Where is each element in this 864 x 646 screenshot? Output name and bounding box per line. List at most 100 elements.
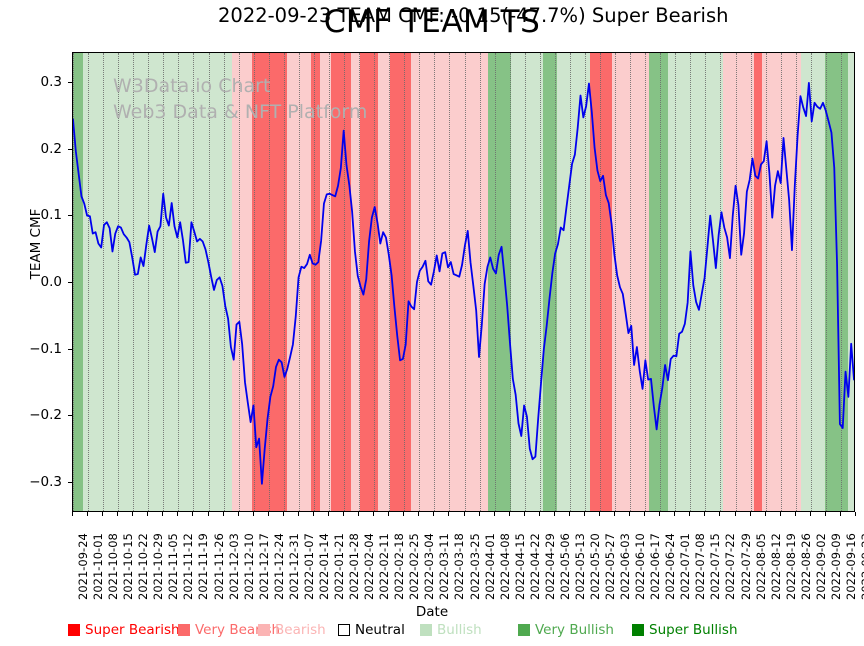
x-tick-label: 2022-06-10 — [633, 533, 648, 600]
x-tick-label: 2022-06-24 — [663, 533, 678, 600]
grid-line — [600, 53, 602, 511]
x-tick-mark — [764, 512, 766, 516]
x-tick-mark — [358, 512, 360, 516]
grid-line — [660, 53, 662, 511]
x-tick-label: 2021-11-12 — [181, 533, 196, 600]
legend-item[interactable]: Bullish — [420, 620, 482, 640]
legend-label: Neutral — [355, 622, 405, 638]
x-tick-label: 2021-10-29 — [151, 533, 166, 600]
x-tick-mark — [644, 512, 646, 516]
x-tick-label: 2022-05-27 — [603, 533, 618, 600]
legend-swatch — [338, 624, 350, 636]
grid-line — [344, 53, 346, 511]
x-tick-mark — [418, 512, 420, 516]
series-polyline — [73, 81, 854, 485]
x-tick-label: 2021-10-15 — [121, 533, 136, 600]
cmf-line-series — [73, 81, 854, 485]
y-tick-mark — [68, 82, 72, 83]
x-tick-label: 2022-07-15 — [708, 533, 723, 600]
grid-line — [374, 53, 376, 511]
grid-line — [615, 53, 617, 511]
plot-area: W3Data.io Chart Web3 Data & NFT Platform — [72, 52, 855, 512]
legend-item[interactable]: Super Bearish — [68, 620, 180, 640]
x-tick-mark — [614, 512, 616, 516]
x-tick-mark — [583, 512, 585, 516]
y-tick-mark — [68, 415, 72, 417]
x-tick-label: 2022-09-09 — [828, 533, 843, 600]
grid-line — [479, 53, 481, 511]
grid-line — [419, 53, 421, 511]
legend-item[interactable]: Super Bullish — [632, 620, 738, 640]
grid-line — [404, 53, 406, 511]
y-tick-label: 0.1 — [40, 207, 62, 224]
legend-swatch — [420, 624, 432, 636]
x-tick-mark — [629, 512, 631, 516]
grid-line — [283, 53, 285, 511]
grid-line — [810, 53, 812, 511]
y-tick-label: 0.2 — [40, 140, 62, 157]
x-tick-label: 2021-10-08 — [106, 533, 121, 600]
sentiment-band — [722, 53, 755, 511]
grid-lines — [73, 53, 854, 511]
x-tick-label: 2022-01-21 — [331, 533, 346, 600]
grid-line — [449, 53, 451, 511]
x-tick-label: 2021-12-17 — [256, 533, 271, 600]
legend-swatch — [178, 624, 190, 636]
y-tick-label: −0.1 — [29, 340, 62, 357]
x-tick-label: 2021-12-03 — [226, 533, 241, 600]
y-tick-mark — [68, 482, 72, 483]
grid-line — [554, 53, 556, 511]
chart-title: CMF TEAM TS — [323, 4, 541, 40]
x-tick-label: 2022-07-08 — [693, 533, 708, 600]
grid-line — [118, 53, 120, 511]
x-tick-label: 2022-07-29 — [738, 533, 753, 600]
grid-line — [630, 53, 632, 511]
legend-item[interactable]: Very Bullish — [518, 620, 614, 640]
x-tick-mark — [207, 512, 209, 516]
grid-line — [389, 53, 391, 511]
x-tick-label: 2022-02-11 — [377, 533, 392, 600]
x-tick-label: 2021-11-05 — [166, 533, 181, 600]
grid-line — [238, 53, 240, 511]
x-tick-label: 2022-09-23 — [859, 533, 864, 600]
grid-line — [298, 53, 300, 511]
x-tick-mark — [448, 512, 450, 516]
sentiment-band — [668, 53, 723, 511]
grid-line — [705, 53, 707, 511]
sentiment-band — [801, 53, 825, 511]
grid-line — [645, 53, 647, 511]
sentiment-band — [754, 53, 763, 511]
grid-line — [509, 53, 511, 511]
legend-swatch — [632, 624, 644, 636]
sentiment-band — [390, 53, 412, 511]
x-tick-mark — [297, 512, 299, 516]
x-tick-mark — [192, 512, 194, 516]
sentiment-band — [350, 53, 360, 511]
x-tick-label: 2022-06-03 — [618, 533, 633, 600]
legend-item[interactable]: Bearish — [258, 620, 326, 640]
x-tick-label: 2022-03-18 — [452, 533, 467, 600]
x-tick-mark — [463, 512, 465, 516]
grid-line — [253, 53, 255, 511]
grid-line — [103, 53, 105, 511]
legend-swatch — [258, 624, 270, 636]
x-tick-mark — [704, 512, 706, 516]
x-tick-mark — [734, 512, 736, 516]
x-tick-mark — [343, 512, 345, 516]
x-tick-mark — [689, 512, 691, 516]
sentiment-band — [311, 53, 321, 511]
grid-line — [178, 53, 180, 511]
grid-line — [569, 53, 571, 511]
x-tick-label: 2021-10-22 — [136, 533, 151, 600]
x-tick-label: 2022-01-28 — [347, 533, 362, 600]
grid-line — [720, 53, 722, 511]
grid-line — [735, 53, 737, 511]
y-tick-label: 0.3 — [40, 74, 62, 90]
legend-label: Bullish — [437, 622, 482, 638]
legend-label: Super Bearish — [85, 622, 180, 638]
y-tick-mark — [68, 215, 72, 217]
x-tick-mark — [523, 512, 525, 516]
grid-line — [840, 53, 842, 511]
legend-item[interactable]: Neutral — [338, 620, 405, 640]
grid-line — [193, 53, 195, 511]
